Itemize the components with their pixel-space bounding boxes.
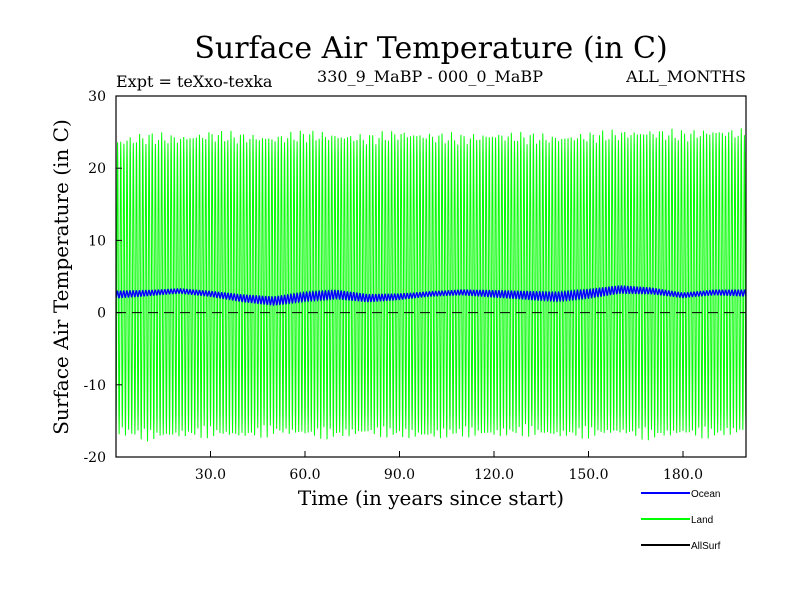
x-axis-ticks: 30.0 60.0 90.0 120.0 150.0 180.0: [195, 451, 703, 483]
legend-label-ocean: Ocean: [691, 489, 720, 500]
y-tick-label: 20: [88, 161, 106, 177]
y-axis-ticks: -20 -10 0 10 20 30: [83, 89, 122, 466]
y-tick-label: -20: [83, 450, 106, 466]
plot-area: [116, 128, 746, 442]
y-tick-label: 30: [88, 89, 106, 105]
chart-title: Surface Air Temperature (in C): [194, 31, 667, 66]
x-tick-label: 120.0: [474, 467, 514, 483]
y-tick-label: 0: [97, 306, 106, 322]
x-tick-label: 180.0: [663, 467, 703, 483]
subtitle-period: 330_9_MaBP - 000_0_MaBP: [317, 67, 543, 86]
legend-label-land: Land: [691, 515, 713, 526]
series-line-land: [116, 128, 746, 442]
y-axis-label: Surface Air Temperature (in C): [49, 119, 73, 435]
legend-label-allsurf: AllSurf: [691, 541, 721, 552]
y-tick-label: -10: [83, 378, 106, 394]
x-tick-label: 30.0: [195, 467, 226, 483]
x-axis-label: Time (in years since start): [298, 486, 564, 510]
subtitle-months: ALL_MONTHS: [625, 67, 746, 86]
x-tick-label: 150.0: [568, 467, 608, 483]
series-line-ocean: [116, 285, 746, 307]
y-tick-label: 10: [88, 233, 106, 249]
x-tick-label: 90.0: [384, 467, 415, 483]
subtitle-experiment: Expt = teXxo-texka: [116, 72, 273, 91]
plot-frame: [115, 95, 747, 458]
legend: Ocean Land AllSurf: [641, 489, 721, 552]
x-tick-label: 60.0: [289, 467, 320, 483]
